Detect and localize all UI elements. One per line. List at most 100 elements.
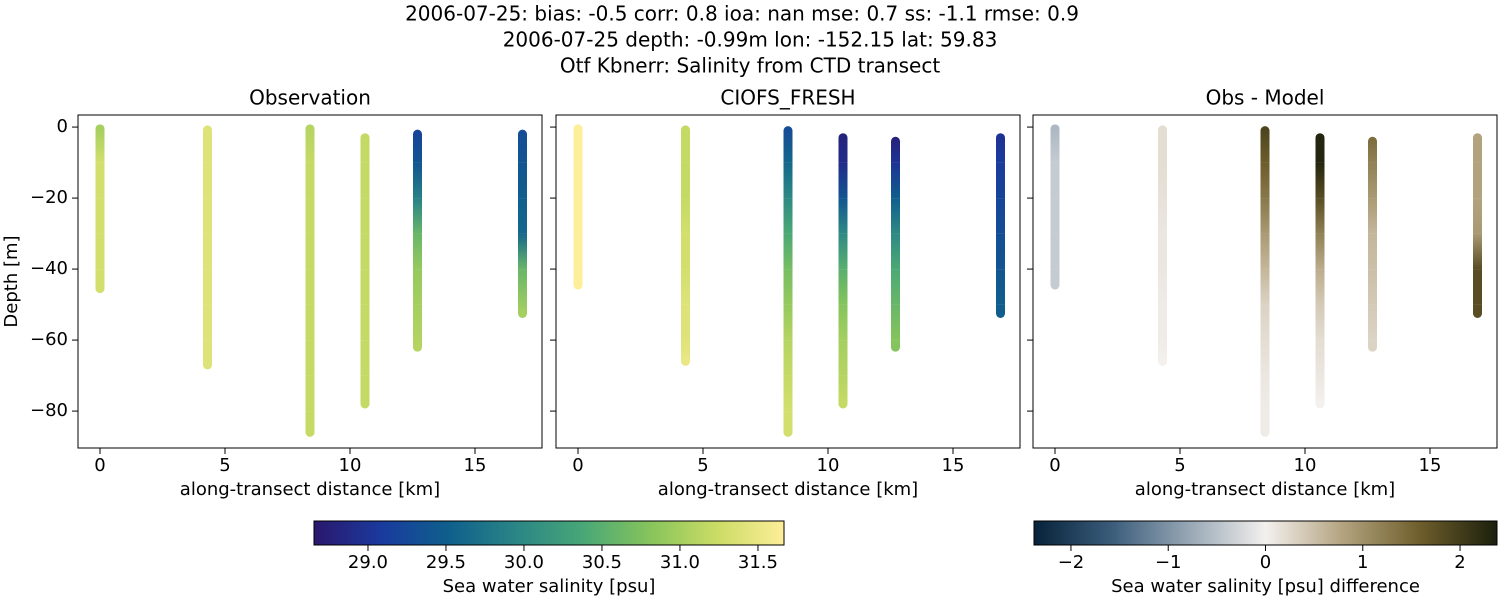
cast-segment <box>203 304 212 341</box>
x-tick-label: 10 <box>817 455 840 476</box>
x-axis-label: along-transect distance [km] <box>658 479 918 500</box>
cast-segment <box>1050 269 1060 286</box>
cast-segment <box>838 340 848 376</box>
colorbar-tick-label: 29.5 <box>426 552 466 573</box>
cast-segment <box>783 269 793 305</box>
cast-segment <box>996 198 1005 234</box>
cast-segment <box>203 340 212 365</box>
cast-segment <box>996 269 1005 305</box>
y-tick-label: −60 <box>30 329 68 350</box>
cast-segment <box>1260 233 1270 270</box>
cast-segment <box>1368 304 1377 341</box>
cast-segment <box>838 198 848 234</box>
cast-segment <box>783 304 793 341</box>
cast-segment <box>360 269 370 305</box>
cast-segment <box>305 375 315 412</box>
y-axis-label: Depth [m] <box>1 235 22 327</box>
colorbar <box>313 520 785 546</box>
cast-segment <box>1260 162 1270 199</box>
x-tick-label: 5 <box>219 455 230 476</box>
cast-segment <box>1315 233 1325 270</box>
cast-segment <box>1158 269 1167 305</box>
cast-segment <box>1158 233 1167 270</box>
cast <box>95 124 105 294</box>
cast-segment <box>1368 162 1377 199</box>
cast <box>413 129 422 352</box>
x-tick-label: 15 <box>942 455 965 476</box>
cast-segment <box>1473 269 1482 305</box>
colorbar <box>1033 520 1498 546</box>
cast-segment <box>360 375 370 404</box>
cast-segment <box>1473 233 1482 270</box>
cast-segment <box>305 269 315 305</box>
cast-segment <box>305 162 315 199</box>
cast <box>573 124 583 290</box>
cast-segment <box>305 128 315 163</box>
cast-segment <box>1368 233 1377 270</box>
cast-segment <box>413 304 422 348</box>
colorbar-tick-label: 31.0 <box>660 552 700 573</box>
cast-segment <box>573 233 583 270</box>
cast-segment <box>1315 375 1325 404</box>
cast <box>838 133 848 409</box>
plot-frame <box>77 114 543 449</box>
cast-segment <box>1260 340 1270 376</box>
cast-segment <box>783 130 793 163</box>
cast-segment <box>413 162 422 199</box>
cast-point <box>203 360 212 370</box>
cast <box>305 124 315 437</box>
cast-segment <box>305 233 315 270</box>
cast-point <box>95 284 105 294</box>
cast-segment <box>1158 340 1167 362</box>
cast-segment <box>413 233 422 270</box>
cast-segment <box>838 304 848 341</box>
cast-segment <box>95 162 105 199</box>
colorbar-label: Sea water salinity [psu] difference <box>1111 576 1420 597</box>
cast-segment <box>996 162 1005 199</box>
x-tick-label: 10 <box>1294 455 1317 476</box>
cast <box>1368 136 1377 352</box>
cast-segment <box>305 411 315 433</box>
cast <box>996 133 1005 318</box>
cast-segment <box>1260 375 1270 412</box>
cast-segment <box>1158 198 1167 234</box>
colorbar-tick-label: −1 <box>1155 552 1182 573</box>
colorbar-tick-label: 31.5 <box>738 552 778 573</box>
cast-point <box>1158 356 1167 366</box>
x-tick-label: 0 <box>572 455 583 476</box>
cast-segment <box>518 134 527 163</box>
suptitle-line: Otf Kbnerr: Salinity from CTD transect <box>560 54 941 78</box>
x-tick-label: 15 <box>1419 455 1442 476</box>
cast <box>1050 124 1060 290</box>
cast-segment <box>413 269 422 305</box>
cast-segment <box>203 198 212 234</box>
cast-segment <box>996 137 1005 163</box>
cast-segment <box>360 137 370 163</box>
colorbar-tick-label: 30.5 <box>582 552 622 573</box>
cast <box>1315 133 1325 409</box>
cast-segment <box>1315 137 1325 163</box>
cast-segment <box>1473 162 1482 199</box>
cast-point <box>681 356 690 366</box>
cast-segment <box>573 269 583 286</box>
cast-segment <box>573 198 583 234</box>
cast-segment <box>1050 128 1060 163</box>
cast-segment <box>203 129 212 163</box>
cast-segment <box>838 233 848 270</box>
x-tick-label: 0 <box>94 455 105 476</box>
cast-segment <box>518 233 527 270</box>
suptitle-line: 2006-07-25: bias: -0.5 corr: 0.8 ioa: na… <box>405 2 1079 26</box>
cast-segment <box>95 198 105 234</box>
x-tick-label: 15 <box>464 455 487 476</box>
cast-segment <box>1315 269 1325 305</box>
cast-segment <box>1315 198 1325 234</box>
cast <box>1473 133 1482 318</box>
cast-segment <box>573 128 583 163</box>
cast-segment <box>518 162 527 199</box>
cast-segment <box>360 233 370 270</box>
cast-segment <box>783 162 793 199</box>
cast-segment <box>360 198 370 234</box>
cast-segment <box>360 162 370 199</box>
cast-segment <box>891 233 900 270</box>
